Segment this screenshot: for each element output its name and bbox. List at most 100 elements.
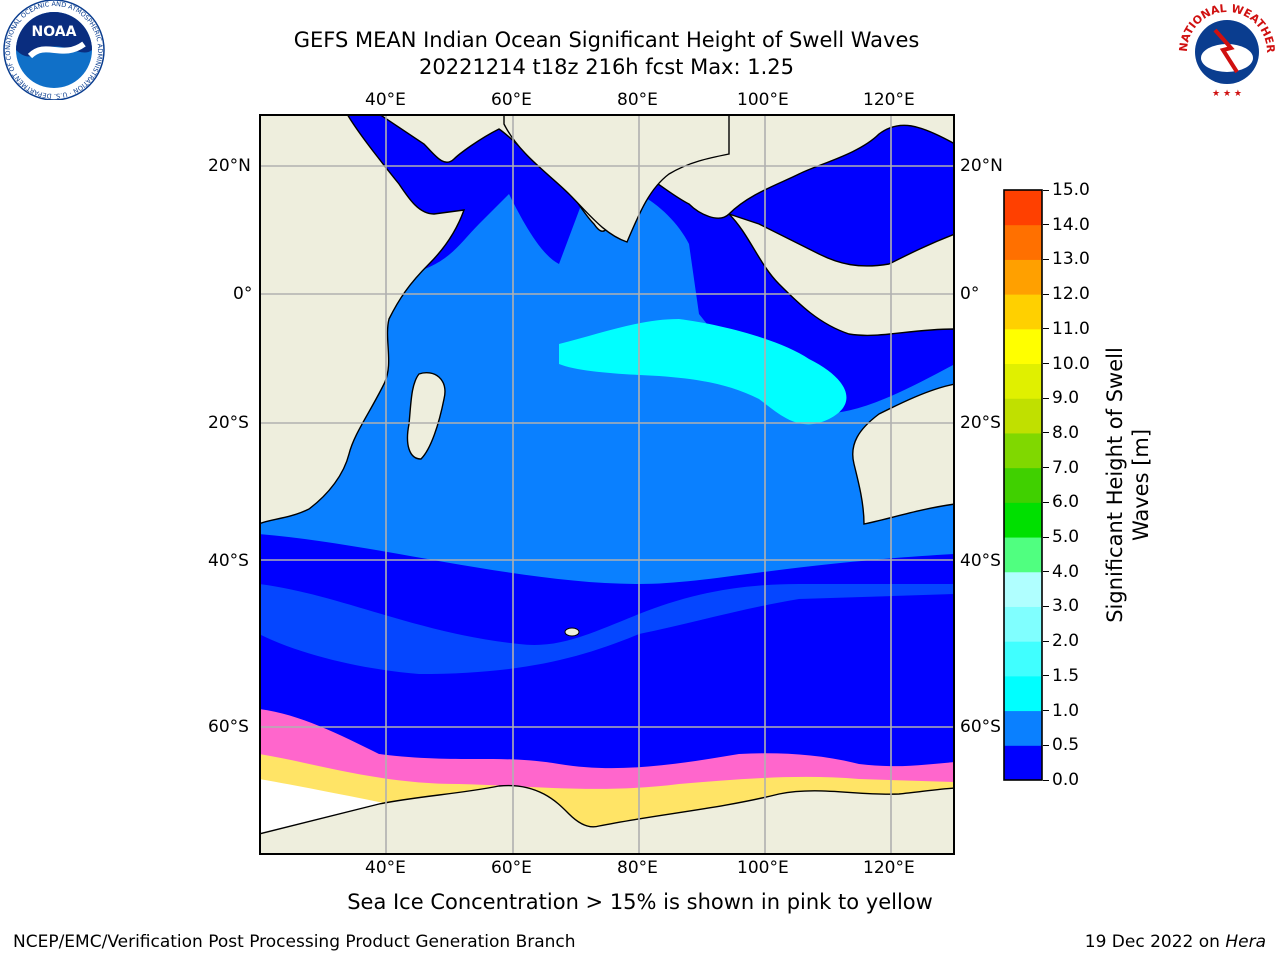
colorbar-tick-mark: [1043, 224, 1049, 226]
colorbar-tick-label: 11.0: [1052, 318, 1090, 339]
colorbar-bin-7.0: [1004, 432, 1042, 469]
lat-tick-left-60s: 60°S: [208, 717, 249, 737]
lat-tick-right-20n: 20°N: [960, 156, 1003, 176]
lat-tick-right-0: 0°: [960, 284, 980, 304]
colorbar-tick-mark: [1043, 432, 1049, 434]
footer-host: Hera: [1225, 932, 1266, 952]
colorbar-tick-mark: [1043, 501, 1049, 503]
colorbar-bin-9.0: [1004, 363, 1042, 399]
colorbar-tick-label: 4.0: [1052, 561, 1080, 582]
madagascar: [406, 372, 446, 460]
antarctica-landmass: [260, 784, 954, 854]
colorbar-tick-label: 6.0: [1052, 492, 1080, 513]
lon-tick-bottom-60e: 60°E: [491, 858, 532, 878]
lon-tick-top-100e: 100°E: [737, 90, 789, 110]
nws-logo: NATIONAL WEATHER SERVICE ★ ★ ★: [1171, 0, 1280, 104]
swell-band-0.5-1.0: [260, 184, 954, 584]
colorbar-bin-4.0: [1004, 537, 1042, 573]
noaa-logo: NATIONAL OCEANIC AND ATMOSPHERIC ADMINIS…: [0, 0, 110, 104]
footer-branch: NCEP/EMC/Verification Post Processing Pr…: [13, 932, 576, 952]
colorbar-tick-label: 1.5: [1052, 665, 1080, 686]
lat-tick-left-0: 0°: [233, 284, 253, 304]
svg-text:★ ★ ★: ★ ★ ★: [1212, 89, 1242, 99]
colorbar-tick-mark: [1043, 328, 1049, 330]
colorbar-bin-6.0: [1004, 467, 1042, 503]
colorbar-tick-mark: [1043, 675, 1049, 677]
swell-height-map: [259, 114, 955, 855]
colorbar-bin-11.0: [1004, 294, 1042, 330]
map-frame: [259, 114, 955, 855]
colorbar-tick-mark: [1043, 605, 1049, 607]
colorbar-label-line2: Waves [m]: [1129, 428, 1153, 542]
footer-date: 19 Dec 2022 on Hera: [1085, 932, 1266, 952]
lat-tick-left-20n: 20°N: [208, 156, 251, 176]
lon-tick-bottom-40e: 40°E: [365, 858, 406, 878]
footer-date-text: 19 Dec 2022 on: [1084, 932, 1226, 952]
colorbar-tick-mark: [1043, 467, 1049, 469]
southeast-asia-landmass: [728, 213, 954, 337]
colorbar-tick-label: 5.0: [1052, 527, 1080, 548]
lon-tick-bottom-120e: 120°E: [863, 858, 915, 878]
colorbar-tick-mark: [1043, 258, 1049, 260]
colorbar-label-line1: Significant Height of Swell: [1103, 347, 1127, 623]
chart-subtitle: 20221214 t18z 216h fcst Max: 1.25: [419, 55, 794, 79]
colorbar-bin-13.0: [1004, 224, 1042, 260]
colorbar-frame: [1003, 189, 1043, 781]
colorbar-tick-label: 9.0: [1052, 388, 1080, 409]
colorbar-bin-1.0: [1004, 675, 1042, 712]
colorbar-tick-mark: [1043, 571, 1049, 573]
colorbar: [1003, 189, 1043, 781]
kerguelen-island: [564, 627, 580, 637]
colorbar-bin-14.0: [1004, 190, 1042, 226]
colorbar-tick-label: 8.0: [1052, 422, 1080, 443]
sea-ice-caption: Sea Ice Concentration > 15% is shown in …: [347, 890, 933, 914]
colorbar-bin-2.0: [1004, 606, 1042, 642]
colorbar-bin-12.0: [1004, 259, 1042, 295]
lon-tick-bottom-100e: 100°E: [737, 858, 789, 878]
colorbar-tick-mark: [1043, 363, 1049, 365]
svg-text:NOAA: NOAA: [32, 24, 77, 40]
colorbar-bin-5.0: [1004, 502, 1042, 538]
colorbar-tick-mark: [1043, 744, 1049, 746]
map-gridlines: [259, 114, 955, 855]
colorbar-tick-label: 0.5: [1052, 735, 1080, 756]
swell-band-1.0-1.5: [559, 319, 847, 425]
lat-tick-right-20s: 20°S: [960, 413, 1001, 433]
colorbar-bin-3.0: [1004, 571, 1042, 607]
colorbar-tick-label: 13.0: [1052, 249, 1090, 270]
lon-tick-top-40e: 40°E: [365, 90, 406, 110]
lat-tick-left-20s: 20°S: [208, 413, 249, 433]
colorbar-tick-label: 0.0: [1052, 770, 1080, 790]
chart-title: GEFS MEAN Indian Ocean Significant Heigh…: [293, 28, 920, 52]
colorbar-tick-mark: [1043, 779, 1049, 781]
swell-speckle-zone: [260, 584, 954, 674]
colorbar-bin-0.0: [1004, 745, 1042, 781]
colorbar-tick-label: 14.0: [1052, 214, 1090, 235]
lon-tick-bottom-80e: 80°E: [617, 858, 658, 878]
colorbar-tick-mark: [1043, 293, 1049, 295]
colorbar-tick-label: 1.0: [1052, 700, 1080, 721]
colorbar-bin-0.5: [1004, 710, 1042, 746]
colorbar-bin-10.0: [1004, 328, 1042, 365]
india-landmass: [503, 115, 730, 243]
colorbar-tick-label: 7.0: [1052, 457, 1080, 478]
lon-tick-top-60e: 60°E: [491, 90, 532, 110]
colorbar-tick-mark: [1043, 640, 1049, 642]
colorbar-tick-mark: [1043, 536, 1049, 538]
lat-tick-right-60s: 60°S: [960, 717, 1001, 737]
colorbar-tick-label: 10.0: [1052, 353, 1090, 374]
lon-tick-top-80e: 80°E: [617, 90, 658, 110]
colorbar-tick-label: 15.0: [1052, 180, 1090, 200]
australia-landmass: [852, 383, 954, 525]
colorbar-label: Significant Height of Swell Waves [m]: [1102, 347, 1154, 623]
colorbar-tick-mark: [1043, 397, 1049, 399]
lat-tick-right-40s: 40°S: [960, 551, 1001, 571]
colorbar-tick-label: 2.0: [1052, 631, 1080, 652]
colorbar-bin-1.5: [1004, 641, 1042, 677]
africa-landmass: [260, 115, 466, 525]
colorbar-bin-8.0: [1004, 398, 1042, 434]
lat-tick-left-40s: 40°S: [208, 551, 249, 571]
colorbar-tick-label: 12.0: [1052, 284, 1090, 305]
lon-tick-top-120e: 120°E: [863, 90, 915, 110]
colorbar-tick-label: 3.0: [1052, 596, 1080, 617]
